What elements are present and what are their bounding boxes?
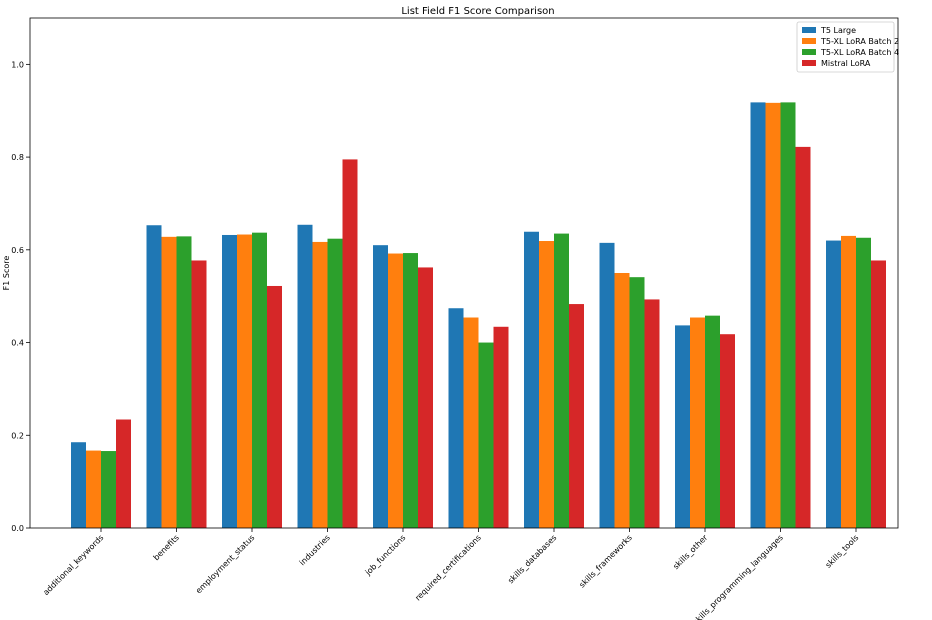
x-tick-label: skills_databases	[506, 533, 558, 585]
bar-industries-1	[312, 241, 328, 528]
bar-additional_keywords-2	[101, 451, 116, 528]
x-tick-label: skills_tools	[824, 533, 861, 570]
legend-box	[796, 21, 895, 73]
y-tick-label: 0.2	[11, 431, 24, 440]
bar-job_functions-0	[373, 245, 388, 528]
bar-additional_keywords-3	[116, 419, 131, 528]
x-tick-label: skills_frameworks	[577, 533, 633, 589]
bar-benefits-1	[161, 236, 177, 528]
bar-required_certifications-0	[448, 308, 464, 528]
bar-skills_programming_languages-3	[795, 146, 811, 528]
legend-swatch	[802, 27, 816, 33]
legend-swatch	[802, 60, 816, 66]
legend-swatch	[802, 38, 816, 44]
bar-employment_status-1	[237, 234, 252, 528]
y-tick-label: 0.8	[11, 153, 24, 162]
bar-skills_tools-0	[826, 240, 841, 529]
bar-skills_databases-1	[539, 241, 554, 528]
y-tick-label: 0.0	[11, 524, 24, 533]
legend: T5 Large T5-XL LoRA Batch 2 T5-XL LoRA Bat…	[796, 21, 899, 73]
chart-title: List Field F1 Score Comparison	[401, 6, 554, 17]
plot-frame	[29, 17, 899, 529]
bar-job_functions-2	[403, 253, 418, 528]
bar-employment_status-3	[267, 285, 282, 528]
bar-skills_other-2	[705, 315, 720, 528]
bar-required_certifications-1	[463, 317, 479, 528]
bar-industries-2	[327, 238, 343, 528]
x-tick-label: required_certifications	[413, 533, 483, 603]
bars-group	[71, 102, 886, 529]
bar-skills_databases-2	[554, 233, 569, 528]
bar-skills_frameworks-3	[644, 299, 660, 528]
legend-entry: T5 Large	[820, 26, 856, 35]
bar-additional_keywords-1	[86, 450, 101, 528]
y-tick-label: 1.0	[11, 60, 24, 69]
legend-entry: Mistral LoRA	[821, 59, 871, 68]
bar-benefits-2	[176, 236, 192, 528]
x-tick-label: additional_keywords	[41, 533, 105, 597]
bar-skills_programming_languages-2	[780, 102, 796, 528]
x-tick-label: benefits	[152, 533, 181, 562]
x-tick-label: industries	[298, 533, 332, 567]
bar-employment_status-0	[222, 234, 237, 529]
bar-industries-3	[342, 159, 358, 528]
x-tick-label: job_functions	[363, 533, 408, 578]
bar-required_certifications-2	[478, 342, 494, 528]
bar-industries-0	[297, 224, 313, 528]
bar-skills_databases-3	[569, 304, 584, 528]
y-tick-label: 0.4	[11, 339, 24, 348]
y-tick-label: 0.6	[11, 246, 24, 255]
bar-skills_other-0	[675, 325, 690, 528]
legend-swatch	[802, 49, 816, 55]
x-tick-label: skills_other	[671, 533, 710, 572]
x-tick-label: skills_programming_languages	[691, 533, 785, 620]
bar-employment_status-2	[252, 232, 267, 528]
bar-skills_other-1	[690, 317, 705, 528]
bar-benefits-3	[191, 260, 207, 528]
bar-skills_frameworks-2	[629, 277, 645, 528]
bar-required_certifications-3	[493, 326, 509, 528]
legend-entry: T5-XL LoRA Batch 2	[820, 37, 899, 46]
bar-skills_databases-0	[524, 231, 539, 529]
x-tick-label: employment_status	[194, 533, 256, 595]
bar-skills_tools-2	[856, 237, 871, 528]
bar-skills_frameworks-0	[599, 242, 615, 529]
bar-job_functions-1	[388, 253, 403, 528]
y-axis-label: F1 Score	[2, 256, 11, 291]
legend-entry: T5-XL LoRA Batch 4	[820, 48, 899, 57]
bar-benefits-0	[146, 225, 162, 528]
bar-skills_tools-1	[841, 235, 856, 528]
y-axis: 0.0 0.2 0.4 0.6 0.8 1.0	[11, 60, 30, 533]
x-axis: additional_keywords benefits employment_st…	[41, 528, 860, 620]
bar-skills_frameworks-1	[614, 273, 630, 528]
bar-job_functions-3	[418, 267, 433, 528]
bar-skills_tools-3	[871, 260, 886, 528]
bar-skills_programming_languages-1	[765, 102, 781, 528]
bar-skills_programming_languages-0	[750, 102, 766, 528]
bar-additional_keywords-0	[71, 442, 86, 528]
bar-skills_other-3	[720, 334, 735, 528]
